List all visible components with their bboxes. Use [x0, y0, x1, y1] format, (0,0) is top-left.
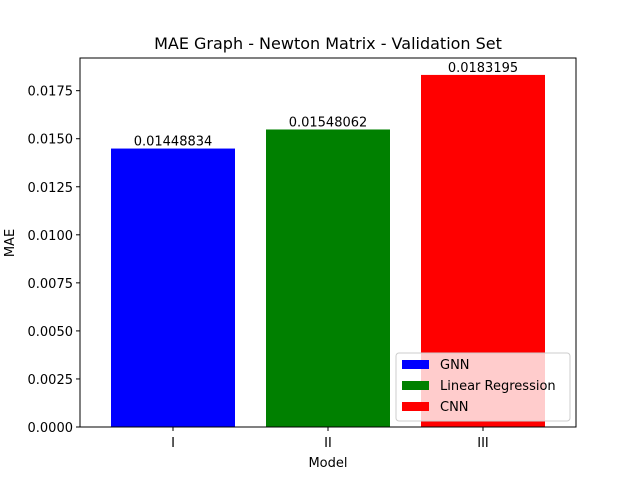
legend-label: CNN	[440, 400, 469, 415]
legend-swatch	[402, 360, 429, 369]
x-tick-label: III	[477, 436, 489, 451]
x-tick-label: I	[171, 436, 175, 451]
x-axis-label: Model	[308, 456, 347, 471]
y-tick-label: 0.0050	[28, 325, 74, 340]
y-tick-label: 0.0175	[28, 85, 74, 100]
legend-box	[395, 352, 571, 422]
y-tick-label: 0.0150	[28, 133, 74, 148]
y-axis: 0.0000 0.0025 0.0050 0.0075 0.0100 0.0125 0.01…	[28, 85, 80, 436]
x-axis: I II III	[171, 427, 489, 451]
y-axis-label: MAE	[3, 229, 18, 257]
legend-label: GNN	[440, 358, 470, 373]
legend: GNN Linear Regression CNN	[395, 352, 571, 422]
chart-title: MAE Graph - Newton Matrix - Validation S…	[154, 34, 502, 53]
legend-swatch	[402, 402, 429, 411]
legend-label: Linear Regression	[440, 379, 556, 394]
data-label-II: 0.01548062	[289, 115, 368, 130]
y-tick-label: 0.0075	[28, 277, 74, 292]
y-tick-label: 0.0100	[28, 229, 74, 244]
data-label-I: 0.01448834	[134, 135, 213, 150]
x-tick-label: II	[324, 436, 332, 451]
data-labels-group: 0.01448834 0.01548062 0.0183195	[134, 61, 518, 150]
bar-I	[111, 148, 235, 427]
data-label-III: 0.0183195	[448, 61, 518, 76]
axes-frame	[79, 57, 577, 428]
y-tick-label: 0.0025	[28, 373, 74, 388]
y-tick-label: 0.0000	[28, 421, 74, 436]
y-tick-label: 0.0125	[28, 181, 74, 196]
legend-swatch	[402, 381, 429, 390]
bar-II	[266, 129, 390, 428]
